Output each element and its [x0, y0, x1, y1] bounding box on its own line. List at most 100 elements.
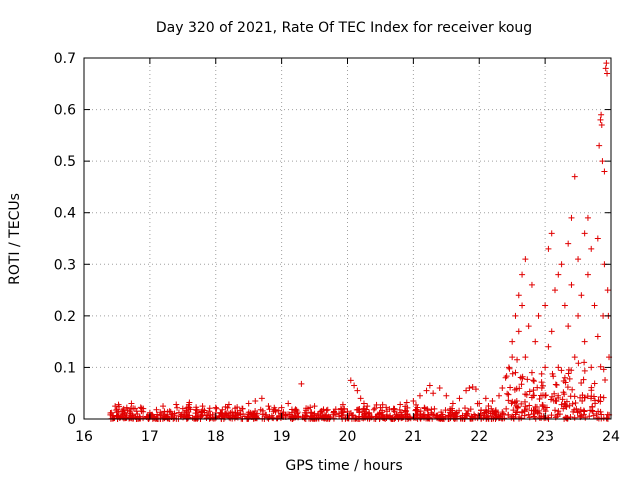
- noise-point: [251, 411, 258, 418]
- noise-point: [390, 406, 397, 413]
- noise-point: [184, 415, 191, 422]
- noise-point: [531, 378, 538, 385]
- noise-point: [561, 400, 568, 407]
- data-point: [225, 401, 232, 408]
- noise-point: [373, 401, 380, 408]
- noise-point: [153, 415, 160, 422]
- data-point: [512, 369, 519, 376]
- noise-point: [581, 408, 588, 415]
- y-tick-label: 0.4: [54, 206, 76, 222]
- data-point: [265, 403, 272, 410]
- data-point: [472, 386, 479, 393]
- data-point: [528, 281, 535, 288]
- noise-point: [598, 411, 605, 418]
- noise-point: [525, 411, 532, 418]
- noise-point: [122, 415, 129, 422]
- noise-point: [492, 407, 499, 414]
- data-point: [525, 323, 532, 330]
- noise-point: [571, 414, 578, 421]
- noise-point: [201, 409, 208, 416]
- noise-point: [540, 406, 547, 413]
- x-tick-label: 20: [339, 429, 357, 445]
- data-point: [604, 70, 611, 77]
- noise-point: [549, 370, 556, 377]
- noise-point: [171, 415, 178, 422]
- noise-point: [522, 391, 529, 398]
- noise-point: [338, 412, 345, 419]
- noise-point: [602, 377, 609, 384]
- noise-point: [239, 405, 246, 412]
- noise-point: [592, 400, 599, 407]
- data-point: [535, 312, 542, 319]
- noise-point: [503, 405, 510, 412]
- noise-point: [308, 414, 315, 421]
- data-point: [466, 385, 473, 392]
- noise-point: [566, 375, 573, 382]
- noise-point: [234, 404, 241, 411]
- noise-point: [396, 406, 403, 413]
- noise-point: [407, 415, 414, 422]
- noise-point: [519, 408, 526, 415]
- y-tick-label: 0.5: [54, 154, 76, 170]
- noise-point: [504, 390, 511, 397]
- noise-point: [563, 403, 570, 410]
- noise-point: [271, 404, 278, 411]
- data-point: [522, 354, 529, 361]
- noise-point: [571, 393, 578, 400]
- noise-point: [597, 398, 604, 405]
- data-point: [278, 404, 285, 411]
- noise-point: [114, 413, 121, 420]
- data-point: [206, 408, 213, 415]
- data-point: [489, 397, 496, 404]
- noise-point: [307, 404, 314, 411]
- x-tick-label: 19: [273, 429, 291, 445]
- noise-point: [559, 396, 566, 403]
- data-point: [128, 400, 135, 407]
- data-point: [598, 111, 605, 118]
- noise-point: [584, 393, 591, 400]
- data-point: [571, 354, 578, 361]
- noise-point: [572, 400, 579, 407]
- noise-point: [220, 413, 227, 420]
- noise-point: [308, 409, 315, 416]
- data-point: [397, 401, 404, 408]
- noise-point: [301, 415, 308, 422]
- data-point: [581, 230, 588, 237]
- noise-point: [589, 408, 596, 415]
- data-point: [545, 343, 552, 350]
- noise-point: [185, 401, 192, 408]
- noise-point: [547, 396, 554, 403]
- noise-point: [383, 404, 390, 411]
- noise-point: [550, 397, 557, 404]
- noise-point: [493, 414, 500, 421]
- noise-point: [538, 379, 545, 386]
- noise-point: [349, 411, 356, 418]
- data-point: [505, 364, 512, 371]
- x-axis-label: GPS time / hours: [285, 458, 402, 474]
- noise-point: [193, 404, 200, 411]
- noise-point: [270, 408, 277, 415]
- data-point: [403, 399, 410, 406]
- data-point: [298, 380, 305, 387]
- noise-point: [541, 415, 548, 422]
- data-point: [568, 214, 575, 221]
- noise-point: [474, 400, 481, 407]
- noise-point: [227, 409, 234, 416]
- noise-point: [518, 381, 525, 388]
- data-point: [354, 387, 361, 394]
- data-point: [519, 271, 526, 278]
- data-point: [430, 390, 437, 397]
- data-point: [370, 406, 377, 413]
- noise-point: [421, 404, 428, 411]
- y-tick-label: 0.7: [54, 51, 76, 67]
- noise-point: [506, 365, 513, 372]
- data-point: [436, 385, 443, 392]
- noise-point: [413, 406, 420, 413]
- noise-point: [431, 405, 438, 412]
- noise-point: [462, 405, 468, 412]
- y-tick-label: 0.2: [54, 309, 76, 325]
- noise-point: [371, 405, 378, 412]
- noise-point: [355, 406, 362, 413]
- noise-point: [113, 407, 120, 414]
